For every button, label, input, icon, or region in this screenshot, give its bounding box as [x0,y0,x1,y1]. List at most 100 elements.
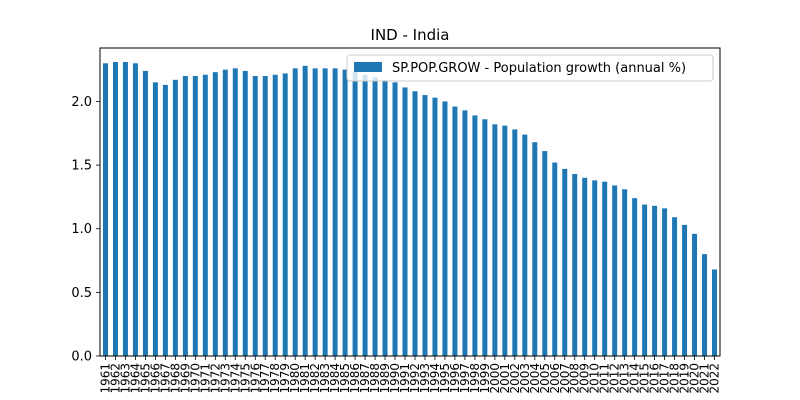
bar-1988 [372,77,378,357]
x-tick-label: 1987 [358,363,372,394]
bar-1997 [462,110,468,356]
bar-1999 [482,119,488,357]
bar-1964 [132,63,138,357]
x-tick-label: 2018 [668,363,682,394]
y-tick-label: 0.5 [71,286,92,301]
bar-2009 [582,177,588,356]
x-tick-label: 2003 [518,363,532,394]
bar-2016 [652,205,658,356]
bar-1987 [362,74,368,356]
plot-frame [99,47,721,357]
bar-1976 [252,76,258,356]
x-tick-label: 2002 [508,363,522,394]
bar-1996 [452,106,458,356]
x-tick-label: 1997 [458,363,472,394]
bar-1974 [232,68,238,357]
bar-2011 [602,181,608,356]
x-tick-label: 2014 [628,363,642,394]
bar-1991 [402,87,408,356]
y-tick-label: 1.5 [71,159,92,174]
bar-2004 [532,142,538,356]
x-tick-label: 1964 [128,363,142,394]
x-tick-label: 2015 [638,363,652,394]
bar-1998 [472,115,478,356]
x-tick-label: 2008 [568,363,582,394]
bar-1965 [142,70,148,356]
x-tick-label: 1968 [168,363,182,394]
x-tick-label: 1976 [248,363,262,394]
legend-box [346,54,714,82]
x-tick-label: 1994 [428,363,442,394]
bar-1982 [312,68,318,357]
bar-1992 [412,91,418,357]
bar-2017 [662,208,668,356]
bar-1983 [322,68,328,357]
bar-1973 [222,69,228,356]
x-tick-label: 1996 [448,363,462,394]
bar-2007 [562,168,568,356]
x-tick-label: 1971 [198,363,212,394]
x-tick-label: 1970 [188,363,202,394]
x-tick-label: 2013 [618,363,632,394]
bar-1967 [162,84,168,356]
x-tick-label: 1972 [208,363,222,394]
bar-1981 [302,65,308,356]
bar-1975 [242,70,248,356]
x-tick-label: 1981 [298,363,312,394]
bar-1963 [122,62,128,356]
x-tick-label: 1965 [138,363,152,394]
y-tick-label: 1.0 [71,222,92,237]
bar-2021 [702,254,708,356]
x-tick-label: 2017 [658,363,672,394]
bar-2018 [672,217,678,356]
bar-1980 [292,68,298,357]
x-tick-label: 1966 [148,363,162,394]
y-axis: 0.0 0.5 1.0 1.5 2.0 [71,95,100,365]
bar-1979 [282,73,288,356]
bar-1989 [382,79,388,356]
x-tick-label: 1967 [158,363,172,394]
x-tick-label: 1991 [398,363,412,394]
bar-2019 [682,224,688,356]
bar-2003 [522,134,528,356]
x-tick-label: 1986 [348,363,362,394]
bar-1984 [332,68,338,357]
x-tick-label: 2016 [648,363,662,394]
x-tick-label: 2021 [698,363,712,394]
x-tick-label: 2012 [608,363,622,394]
x-tick-label: 1969 [178,363,192,394]
bar-1970 [192,76,198,356]
bar-1961 [103,63,108,357]
x-tick-label: 1963 [118,363,132,394]
bar-1971 [202,74,208,356]
bar-1972 [212,72,218,357]
bar-2022 [712,269,717,356]
bar-2013 [622,189,628,356]
x-tick-label: 1974 [228,363,242,394]
bar-1978 [272,74,278,356]
x-tick-label: 1973 [218,363,232,394]
x-tick-label: 1975 [238,363,252,394]
x-tick-label: 1999 [478,363,492,394]
bar-1968 [172,79,178,356]
x-tick-label: 1979 [278,363,292,394]
legend-label: SP.POP.GROW - Population growth (annual … [392,61,686,76]
bar-1986 [352,72,358,357]
bar-2000 [492,124,498,356]
bar-1995 [442,101,448,356]
x-tick-label: 1989 [378,363,392,394]
x-tick-label: 1962 [108,363,122,394]
bar-2008 [572,174,578,356]
x-tick-label: 1993 [418,363,432,394]
bar-2012 [612,185,618,356]
legend-swatch [354,62,382,72]
bar-1969 [182,76,188,356]
x-tick-label: 1977 [258,363,272,394]
bar-1977 [262,76,268,356]
x-axis: 1961196219631964196519661967196819691970… [98,356,722,394]
chart-title: IND - India [371,26,450,44]
x-tick-label: 1990 [388,363,402,394]
x-tick-label: 1984 [328,363,342,394]
y-tick-label: 2.0 [71,95,92,110]
